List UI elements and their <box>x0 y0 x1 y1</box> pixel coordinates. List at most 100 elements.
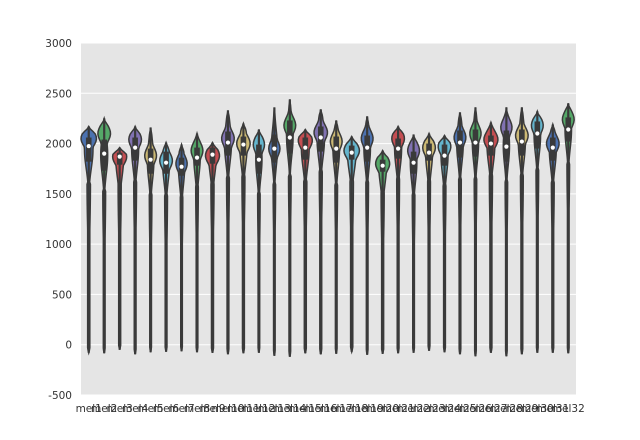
x-tick-label: mel28 <box>490 403 523 415</box>
violin-mel21 <box>391 124 406 354</box>
x-tick-label: mel24 <box>428 403 461 415</box>
x-tick-label: mel11 <box>227 403 260 415</box>
x-tick-label: mel2 <box>91 403 117 415</box>
x-tick-label: mel13 <box>258 403 291 415</box>
violin-mel2 <box>97 115 112 354</box>
y-tick-label: 2000 <box>45 139 72 151</box>
violin-mel10 <box>220 110 235 355</box>
violin-mel9 <box>204 140 221 353</box>
violin-median <box>504 144 509 149</box>
x-tick-label: mel10 <box>211 403 244 415</box>
plot-background <box>81 43 576 395</box>
x-tick-label: mel26 <box>459 403 492 415</box>
y-tick-label: 1500 <box>45 189 72 201</box>
violin-mel3 <box>111 146 128 350</box>
x-tick-label: mel4 <box>122 403 149 415</box>
x-tick-label: mel22 <box>397 403 430 415</box>
violin-median <box>86 143 91 149</box>
violin-median <box>272 146 277 151</box>
x-tick-label: mel6 <box>153 403 180 415</box>
violin-median <box>566 127 571 132</box>
violin-median <box>102 151 107 156</box>
violin-mel17 <box>329 120 343 354</box>
violin-mel13 <box>267 107 281 356</box>
x-tick-label: mel9 <box>199 403 225 415</box>
y-axis-ticks: 3000 2500 2000 1500 1000 500 0 -500 <box>45 38 72 402</box>
y-tick-label: 1000 <box>45 239 72 251</box>
x-tick-label: mel16 <box>304 403 337 415</box>
violin-median <box>225 140 231 145</box>
violin-mel6 <box>159 140 174 352</box>
violin-median <box>148 157 153 162</box>
violin-mel14 <box>283 99 297 357</box>
violin-mel11 <box>235 121 251 354</box>
violin-mel26 <box>469 107 482 357</box>
x-tick-label: mel3 <box>107 403 133 415</box>
violin-mel16 <box>313 109 329 355</box>
violin-median <box>380 163 385 168</box>
violin-median <box>442 153 447 158</box>
violin-mel8 <box>190 130 204 353</box>
x-tick-label: mel32 <box>552 403 585 415</box>
violin-mel28 <box>500 107 513 357</box>
x-tick-label: mel23 <box>413 403 446 415</box>
violin-median <box>210 152 215 157</box>
violin-mel19 <box>360 116 374 355</box>
violin-median <box>457 140 463 145</box>
violin-median <box>194 155 200 160</box>
violin-mel25 <box>453 112 467 355</box>
violin-mel27 <box>483 120 499 353</box>
x-tick-label: mel8 <box>184 403 210 415</box>
x-tick-label: mel17 <box>320 403 353 415</box>
violin-mel22 <box>406 134 421 353</box>
x-tick-label: mel15 <box>289 403 322 415</box>
x-tick-label: mel1 <box>76 403 102 415</box>
violin-median <box>411 160 416 165</box>
x-tick-label: mel18 <box>335 403 368 415</box>
x-tick-label: mel14 <box>273 403 306 415</box>
x-axis-ticks: mel1mel2mel3mel4mel5mel6mel7mel8mel9mel1… <box>76 403 585 415</box>
violin-median <box>133 145 138 150</box>
violin-mel23 <box>421 131 437 351</box>
x-tick-label: mel21 <box>382 403 415 415</box>
violin-median <box>473 140 478 145</box>
x-tick-label: mel12 <box>242 403 275 415</box>
violin-mel15 <box>297 128 314 354</box>
violin-mel20 <box>374 148 391 354</box>
violin-median <box>241 142 246 147</box>
violin-iqr-box <box>85 137 92 162</box>
violin-median <box>117 154 122 159</box>
violin-mel18 <box>343 134 361 355</box>
x-tick-label: mel30 <box>521 403 554 415</box>
y-tick-label: 3000 <box>45 38 72 50</box>
y-tick-label: -500 <box>48 390 72 402</box>
x-tick-label: mel20 <box>366 403 399 415</box>
violin-mel1 <box>80 125 98 356</box>
x-tick-label: mel7 <box>168 403 194 415</box>
violin-mel31 <box>545 121 560 353</box>
violin-mel7 <box>175 141 188 352</box>
violin-median <box>365 145 370 150</box>
violin-mel30 <box>530 109 544 353</box>
violin-median <box>488 141 494 146</box>
violins <box>80 99 575 357</box>
violin-median <box>334 146 339 151</box>
violin-median <box>287 135 292 140</box>
x-tick-label: mel25 <box>444 403 477 415</box>
violin-median <box>550 145 555 150</box>
violin-mel4 <box>128 124 143 355</box>
violin-median <box>318 135 323 140</box>
violin-mel29 <box>514 107 529 355</box>
violin-median <box>396 146 401 151</box>
x-tick-label: mel31 <box>536 403 569 415</box>
violin-median <box>303 145 308 150</box>
violin-median <box>163 160 169 165</box>
y-tick-label: 2500 <box>45 88 72 100</box>
violin-median <box>256 157 261 162</box>
violin-median <box>535 131 540 136</box>
x-tick-label: mel19 <box>351 403 384 415</box>
y-tick-label: 500 <box>52 289 72 301</box>
violin-median <box>519 139 524 144</box>
violin-median <box>426 150 432 155</box>
